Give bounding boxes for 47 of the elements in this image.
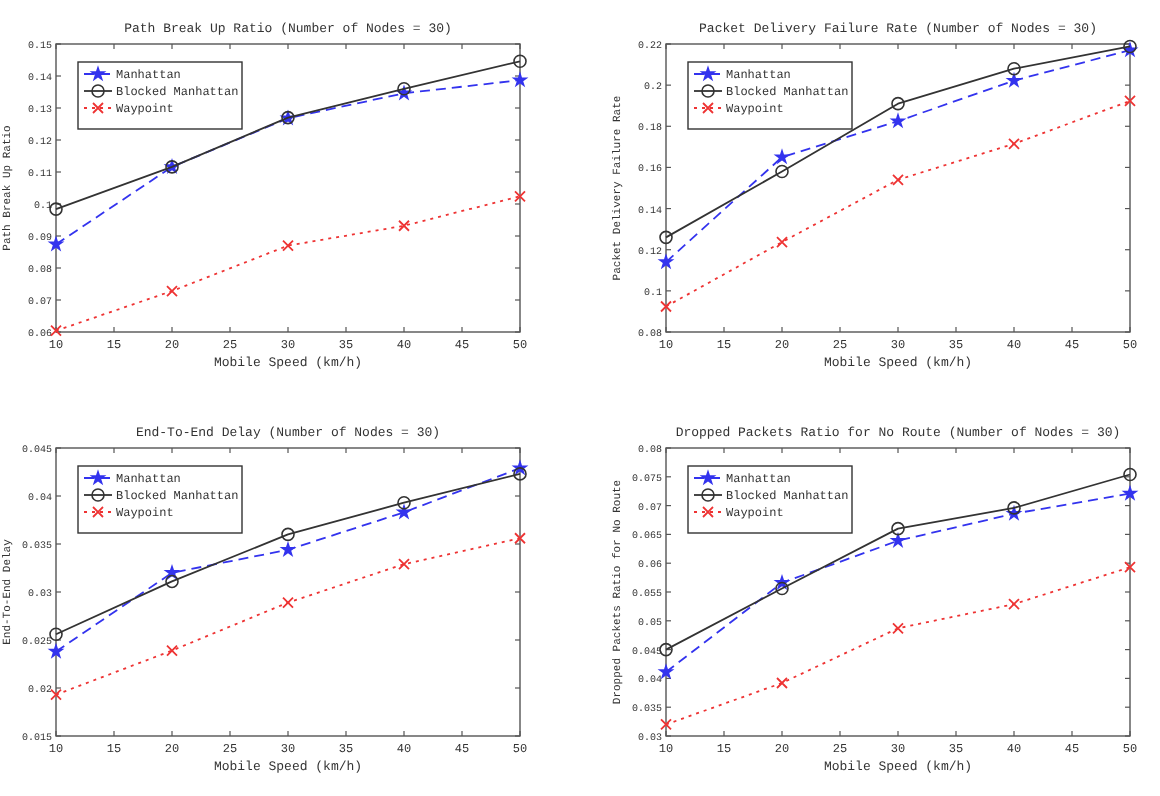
point — [511, 71, 529, 88]
point — [398, 219, 410, 232]
point — [889, 531, 907, 548]
point — [1005, 71, 1023, 88]
point — [513, 467, 527, 481]
point — [660, 300, 672, 313]
point — [166, 285, 178, 297]
point — [397, 495, 411, 510]
point — [50, 688, 62, 701]
point — [776, 677, 788, 689]
point — [660, 718, 672, 731]
point — [166, 644, 178, 657]
point — [657, 253, 675, 270]
point — [773, 148, 791, 165]
point — [49, 627, 63, 642]
point — [398, 558, 410, 571]
point — [1008, 137, 1020, 150]
point — [397, 82, 411, 96]
point — [281, 527, 295, 542]
point — [892, 173, 904, 186]
point — [891, 96, 905, 111]
point — [514, 190, 526, 203]
point — [1123, 467, 1137, 482]
point — [892, 622, 904, 635]
point — [659, 230, 673, 245]
point — [891, 521, 905, 536]
point — [1007, 61, 1021, 76]
point — [1124, 95, 1136, 107]
point — [775, 164, 789, 179]
point — [282, 239, 294, 252]
point — [1007, 501, 1021, 515]
point — [775, 581, 789, 596]
point — [165, 574, 179, 589]
point — [659, 642, 673, 657]
point — [47, 642, 65, 659]
point — [282, 596, 294, 609]
point — [1124, 561, 1136, 574]
point — [49, 202, 63, 216]
point — [514, 532, 526, 545]
point — [395, 503, 413, 520]
point — [50, 324, 62, 337]
point — [889, 112, 907, 129]
point — [513, 54, 527, 69]
point — [776, 236, 788, 248]
point — [1121, 484, 1139, 501]
point — [1008, 598, 1020, 610]
point — [279, 540, 297, 557]
